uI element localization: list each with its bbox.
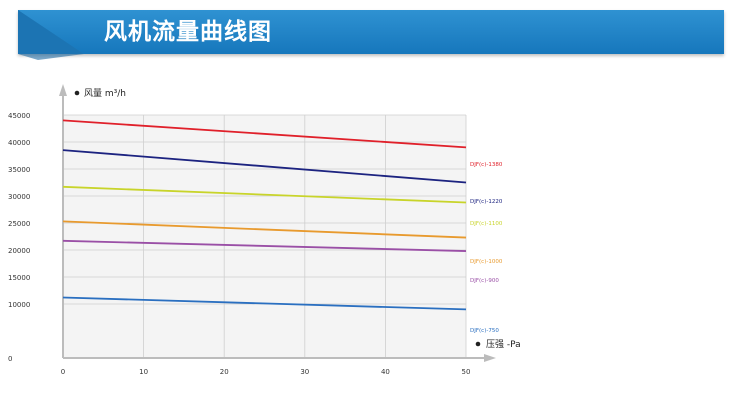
series-label: DJF(c)-1100 [470,221,503,227]
series-line [62,239,467,252]
chart-axes [59,84,496,362]
chart-labels: 0 10000 15000 20000 25000 30000 35000 40000 4500… [8,88,521,376]
x-tick-label: 30 [300,368,309,376]
series-line [62,149,467,184]
page-title: 风机流量曲线图 [104,19,272,45]
y-tick-label: 25000 [8,220,30,228]
y-tick-label: 30000 [8,193,30,201]
x-axis-title-bullet [475,341,481,347]
x-tick-label: 0 [61,368,65,376]
y-axis-title-bullet [74,90,80,96]
series-line [62,296,467,311]
x-tick-label: 10 [139,368,148,376]
series-line [62,185,467,204]
y-tick-label: 40000 [8,139,30,147]
y-axis-arrow [59,84,67,96]
series-label: DJF(c)-1220 [470,199,503,205]
y-tick-label: 15000 [8,274,30,282]
x-tick-label: 40 [381,368,390,376]
banner-wedge-decoration [18,10,84,60]
series-line [62,220,467,239]
x-axis-arrow [484,354,496,362]
y-tick-label: 10000 [8,301,30,309]
y-tick-label: 0 [8,355,12,363]
series-label: DJF(c)-750 [470,328,499,334]
chart-series [62,119,467,311]
title-banner: 风机流量曲线图 [18,10,724,54]
x-axis-title: 压强 -Pa [486,339,521,350]
series-label: DJF(c)-900 [470,278,499,284]
x-tick-label: 20 [220,368,229,376]
chart-grid [63,114,467,358]
y-tick-label: 35000 [8,166,30,174]
x-tick-label: 50 [462,368,471,376]
plot-area [63,115,466,358]
y-tick-label: 45000 [8,112,30,120]
series-line [62,119,467,149]
series-label: DJF(c)-1000 [470,259,503,265]
y-tick-label: 20000 [8,247,30,255]
y-axis-title: 风量 m³/h [84,88,126,99]
series-label: DJF(c)-1380 [470,162,503,168]
